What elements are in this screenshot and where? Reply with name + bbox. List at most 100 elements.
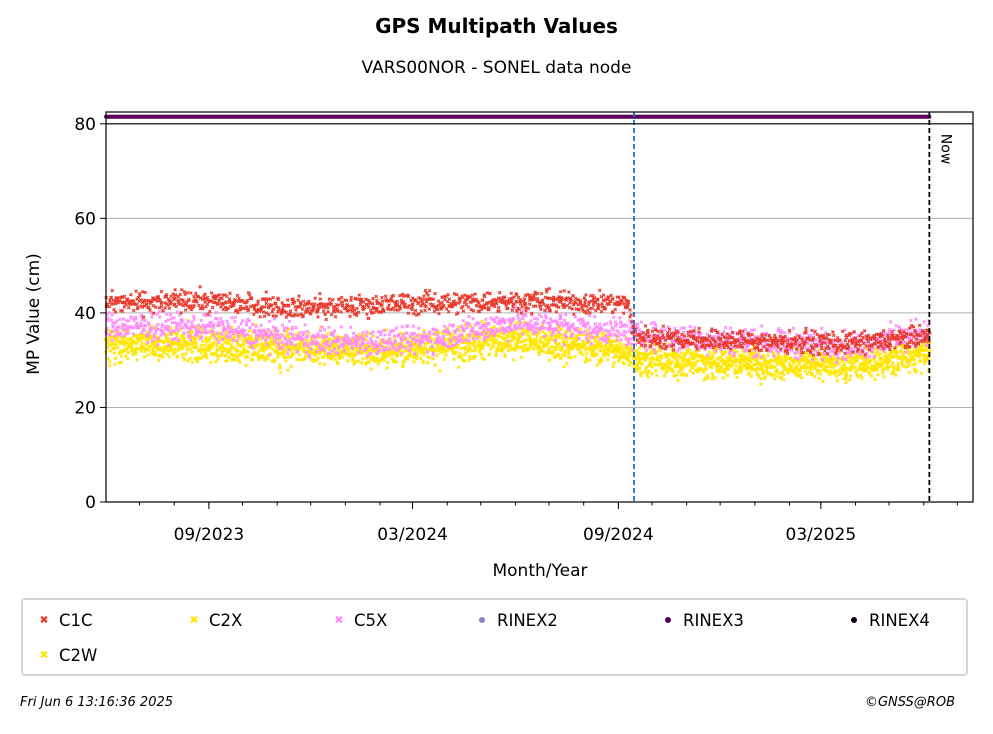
data-point-c2x (215, 357, 220, 362)
data-point-c2x (205, 355, 209, 360)
data-point-c2x (716, 356, 720, 360)
data-point-c2w (332, 335, 337, 340)
data-point-c2x (415, 353, 420, 358)
data-point-c2x (235, 355, 240, 360)
data-point-c5x (819, 326, 824, 331)
data-point-c2w (559, 345, 564, 350)
data-point-c2w (560, 332, 564, 337)
data-point-c2x (686, 359, 691, 364)
data-point-c2x (642, 354, 647, 358)
data-point-c2x (615, 344, 619, 349)
data-point-c1c (374, 294, 379, 299)
data-point-c2x (550, 345, 554, 349)
data-point-c2x (622, 355, 626, 359)
data-point-c5x (387, 332, 392, 337)
data-point-c2x (690, 366, 695, 370)
data-point-c5x (539, 314, 544, 319)
data-point-c5x (532, 316, 537, 321)
data-point-c2x (562, 364, 566, 369)
data-point-c2x (817, 376, 821, 381)
data-point-c2w (146, 353, 150, 357)
data-point-c2x (801, 366, 806, 370)
data-point-c5x (199, 318, 204, 323)
data-point-c2x (662, 374, 667, 378)
data-point-c2x (473, 346, 478, 351)
data-point-c2x (490, 337, 495, 342)
data-point-c2x (106, 345, 110, 350)
data-point-c2w (821, 379, 825, 384)
data-point-c5x (635, 325, 640, 329)
data-point-c2x (316, 356, 320, 360)
data-point-c2x (781, 377, 786, 382)
data-point-c2x (588, 344, 592, 349)
data-point-c2x (289, 364, 294, 369)
data-point-c5x (515, 313, 520, 317)
data-point-c2x (162, 350, 167, 355)
data-point-c2x (190, 360, 195, 365)
data-point-c2w (881, 374, 886, 379)
data-point-c2x (258, 342, 263, 347)
data-point-c2x (803, 369, 808, 374)
data-point-c2x (139, 349, 144, 353)
data-point-c2x (129, 345, 134, 349)
data-point-c5x (248, 325, 253, 330)
data-point-c2x (783, 364, 787, 369)
data-point-c2x (148, 344, 153, 349)
data-point-c2x (775, 370, 780, 375)
data-point-c2x (283, 348, 288, 353)
data-point-c5x (364, 334, 369, 338)
data-point-c2x (238, 360, 242, 365)
data-point-c5x (121, 317, 126, 321)
data-point-c2x (323, 352, 328, 357)
data-point-c2x (425, 354, 430, 359)
data-point-c2x (187, 342, 192, 347)
data-point-c1c (294, 308, 298, 312)
data-point-c2x (587, 347, 591, 351)
data-point-c2x (195, 359, 200, 364)
data-point-c2x (493, 340, 497, 344)
data-point-c2x (740, 366, 744, 371)
data-point-c2x (655, 358, 659, 363)
data-point-c1c (131, 308, 136, 313)
data-point-c2x (752, 351, 757, 355)
data-point-c2x (297, 352, 302, 357)
data-point-c2x (560, 353, 565, 357)
data-point-c2x (742, 363, 746, 368)
data-point-c1c (126, 305, 131, 310)
data-point-c2x (600, 330, 605, 335)
data-point-c2x (645, 353, 650, 357)
data-point-c2x (795, 364, 800, 368)
data-point-c5x (639, 320, 644, 324)
data-point-c2x (150, 347, 155, 351)
data-point-c1c (398, 293, 402, 298)
data-point-c2x (223, 359, 228, 364)
data-point-c2x (488, 334, 493, 339)
data-point-c2x (564, 361, 569, 366)
data-point-c2x (286, 368, 290, 372)
data-point-c2x (113, 362, 118, 367)
data-point-c2x (157, 354, 162, 359)
data-point-c2x (739, 370, 743, 374)
data-point-c1c (333, 314, 338, 319)
data-point-c2x (582, 343, 586, 348)
data-point-c1c (123, 302, 128, 307)
data-point-c5x (688, 325, 692, 329)
data-point-c2x (190, 350, 195, 355)
data-point-c2x (243, 355, 248, 360)
data-point-c2w (612, 360, 617, 365)
data-point-c2x (326, 355, 331, 360)
data-point-c5x (611, 315, 616, 320)
data-point-c2x (703, 367, 708, 371)
data-point-c2x (574, 333, 579, 338)
data-point-c2x (683, 353, 687, 357)
data-point-c2x (769, 359, 773, 364)
data-point-c2w (640, 362, 645, 366)
data-point-c1c (293, 312, 298, 317)
data-point-c2x (815, 363, 819, 368)
data-point-c2x (317, 351, 322, 355)
data-point-c2w (135, 341, 139, 346)
data-point-c2x (436, 348, 441, 353)
data-point-c2x (477, 347, 482, 352)
data-point-c2x (713, 376, 718, 380)
data-point-c2x (501, 346, 505, 351)
